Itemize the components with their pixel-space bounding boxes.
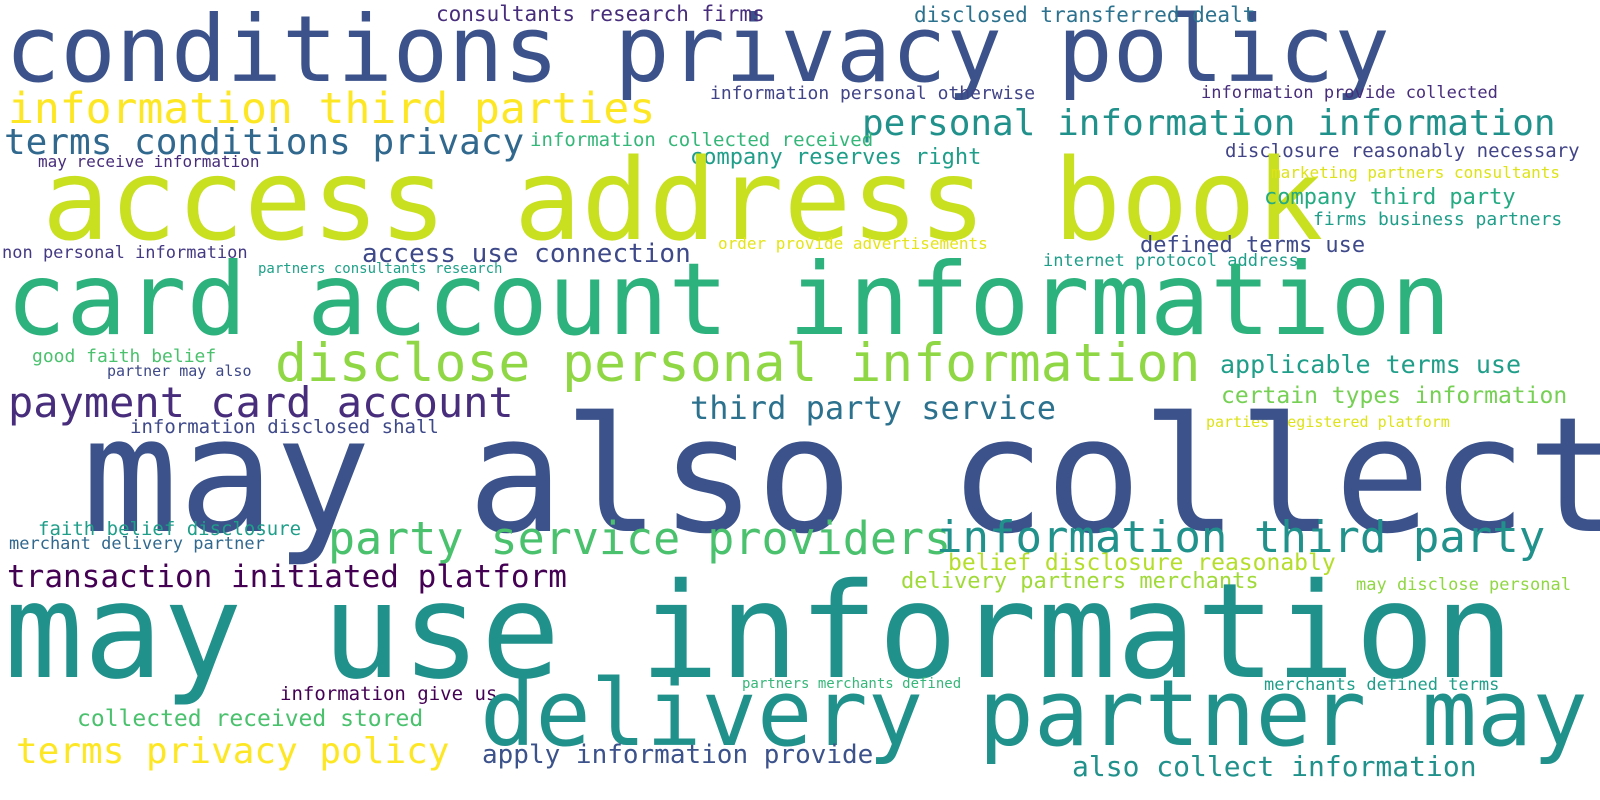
cloud-word: merchants defined terms — [1264, 675, 1500, 695]
cloud-word: may disclose personal — [1356, 575, 1571, 595]
cloud-word: information personal otherwise — [710, 83, 1036, 104]
cloud-word: collected received stored — [77, 706, 424, 732]
cloud-word: terms privacy policy — [16, 731, 450, 772]
cloud-word: internet protocol address — [1043, 251, 1299, 271]
cloud-word: information third parties — [8, 84, 656, 134]
cloud-word: disclosure reasonably necessary — [1225, 140, 1580, 162]
cloud-word: third party service — [690, 389, 1057, 427]
cloud-word: marketing partners consultants — [1271, 163, 1560, 182]
cloud-word: applicable terms use — [1220, 350, 1522, 379]
cloud-word: disclosed transferred dealt — [914, 3, 1256, 27]
cloud-word: company reserves right — [690, 145, 982, 170]
cloud-word: parties registered platform — [1206, 413, 1450, 431]
cloud-word: may also collect — [82, 382, 1600, 569]
cloud-word: may receive information — [38, 152, 260, 171]
cloud-word: information disclosed shall — [130, 416, 439, 438]
cloud-word: firms business partners — [1313, 209, 1563, 230]
cloud-word: also collect information — [1072, 750, 1477, 783]
cloud-word: payment card account — [8, 378, 514, 427]
cloud-word: personal information information — [862, 103, 1556, 144]
cloud-word: access address book — [42, 136, 1324, 266]
cloud-word: partner may also — [107, 362, 252, 380]
cloud-word: card account information — [6, 241, 1451, 358]
cloud-word: consultants research firms — [436, 2, 765, 26]
cloud-word: certain types information — [1221, 383, 1568, 409]
cloud-word: party service providers — [328, 512, 952, 565]
cloud-word: may use information — [4, 555, 1514, 709]
cloud-word: company third party — [1264, 185, 1516, 210]
cloud-word: disclose personal information — [275, 333, 1201, 394]
cloud-word: merchant delivery partner — [9, 534, 265, 554]
cloud-word: information give us — [280, 683, 498, 705]
cloud-word: partners consultants research — [258, 261, 503, 277]
cloud-word: information collected received — [530, 129, 874, 151]
cloud-word: transaction initiated platform — [7, 559, 567, 595]
cloud-word: faith belief disclosure — [38, 518, 302, 540]
cloud-word: delivery partners merchants — [901, 569, 1259, 594]
cloud-word: information provide collected — [1201, 83, 1498, 103]
cloud-word: order provide advertisements — [718, 234, 988, 253]
cloud-word: terms conditions privacy — [4, 122, 525, 163]
cloud-word: belief disclosure reasonably — [948, 550, 1336, 576]
cloud-word: information third party — [936, 512, 1546, 563]
cloud-word: conditions privacy policy — [5, 0, 1390, 103]
cloud-word: delivery partner may — [480, 660, 1588, 767]
cloud-word: apply information provide — [482, 740, 874, 770]
cloud-word: non personal information — [2, 243, 248, 263]
cloud-word: partners merchants defined — [742, 676, 962, 692]
cloud-word: good faith belief — [32, 346, 217, 367]
cloud-word: defined terms use — [1140, 233, 1366, 258]
cloud-word: access use connection — [362, 239, 691, 269]
